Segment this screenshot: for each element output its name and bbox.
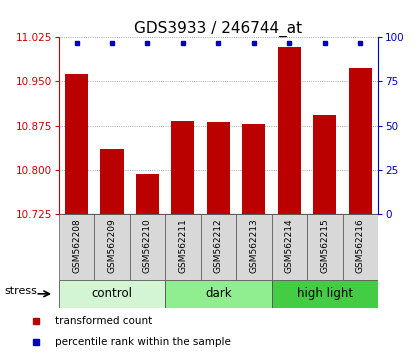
Bar bbox=[136, 174, 159, 214]
Bar bbox=[59, 214, 94, 280]
Bar bbox=[278, 47, 301, 214]
Bar bbox=[171, 121, 194, 214]
Text: dark: dark bbox=[205, 287, 232, 300]
Bar bbox=[343, 214, 378, 280]
Text: GSM562214: GSM562214 bbox=[285, 218, 294, 273]
Text: GSM562213: GSM562213 bbox=[249, 218, 258, 273]
Bar bbox=[207, 121, 230, 214]
Text: GSM562210: GSM562210 bbox=[143, 218, 152, 273]
Bar bbox=[272, 214, 307, 280]
Bar bbox=[313, 115, 336, 214]
Bar bbox=[242, 124, 265, 214]
Text: transformed count: transformed count bbox=[55, 316, 153, 326]
Bar bbox=[349, 68, 372, 214]
Title: GDS3933 / 246744_at: GDS3933 / 246744_at bbox=[134, 21, 302, 37]
Text: GSM562215: GSM562215 bbox=[320, 218, 329, 273]
Text: GSM562216: GSM562216 bbox=[356, 218, 365, 273]
Bar bbox=[165, 280, 272, 308]
Text: GSM562209: GSM562209 bbox=[108, 218, 116, 273]
Text: GSM562212: GSM562212 bbox=[214, 218, 223, 273]
Text: GSM562208: GSM562208 bbox=[72, 218, 81, 273]
Bar bbox=[65, 74, 88, 214]
Bar bbox=[307, 214, 343, 280]
Bar bbox=[236, 214, 272, 280]
Text: control: control bbox=[92, 287, 132, 300]
Text: high light: high light bbox=[297, 287, 353, 300]
Text: percentile rank within the sample: percentile rank within the sample bbox=[55, 337, 231, 347]
Bar bbox=[201, 214, 236, 280]
Text: GSM562211: GSM562211 bbox=[178, 218, 187, 273]
Bar bbox=[94, 214, 130, 280]
Bar bbox=[59, 280, 165, 308]
Bar bbox=[165, 214, 201, 280]
Bar bbox=[272, 280, 378, 308]
Text: stress: stress bbox=[5, 286, 37, 296]
Bar bbox=[100, 149, 123, 214]
Bar bbox=[130, 214, 165, 280]
